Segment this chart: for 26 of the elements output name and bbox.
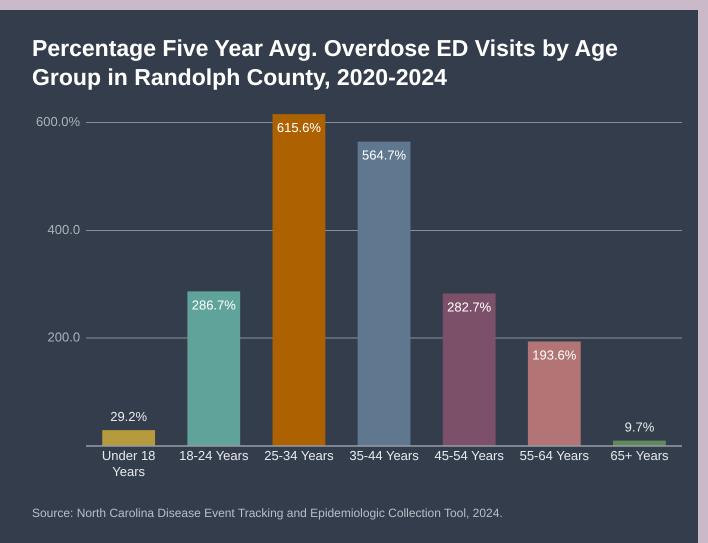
data-label: 193.6% — [532, 348, 577, 363]
data-label: 29.2% — [110, 409, 148, 424]
x-tick-label: 65+ Years — [610, 448, 670, 464]
data-label: 9.7% — [624, 420, 655, 435]
bar — [613, 440, 666, 446]
data-label: 615.6% — [276, 120, 322, 136]
data-label: 286.7% — [192, 297, 236, 312]
data-label: 564.7% — [362, 148, 407, 163]
data-label: 282.7% — [447, 300, 492, 315]
y-tick-label: 600.0% — [36, 114, 81, 130]
x-tick-label: 35-44 Years — [349, 448, 420, 464]
x-tick-label: 55-64 Years — [520, 448, 590, 464]
x-tick-label: 45-54 Years — [434, 448, 504, 464]
y-tick-label: 400.0 — [48, 222, 80, 237]
bar — [528, 342, 581, 446]
x-tick-label: Under 18 Years — [102, 448, 156, 479]
bar — [102, 430, 156, 446]
bar — [187, 291, 240, 446]
bar — [272, 114, 326, 446]
source-note: Source: North Carolina Disease Event Tracking and Epidemiologic Collection Tool, 2024. — [32, 506, 503, 520]
bar — [358, 142, 410, 446]
x-tick-label: 18-24 Years — [179, 448, 249, 464]
y-tick-label: 200.0 — [48, 330, 80, 345]
x-tick-label: 25-34 Years — [264, 448, 334, 464]
bar — [442, 294, 496, 446]
chart-title: Percentage Five Year Avg. Overdose ED Visits by Age Group in Randolph County, 2020-2024 — [32, 34, 619, 92]
